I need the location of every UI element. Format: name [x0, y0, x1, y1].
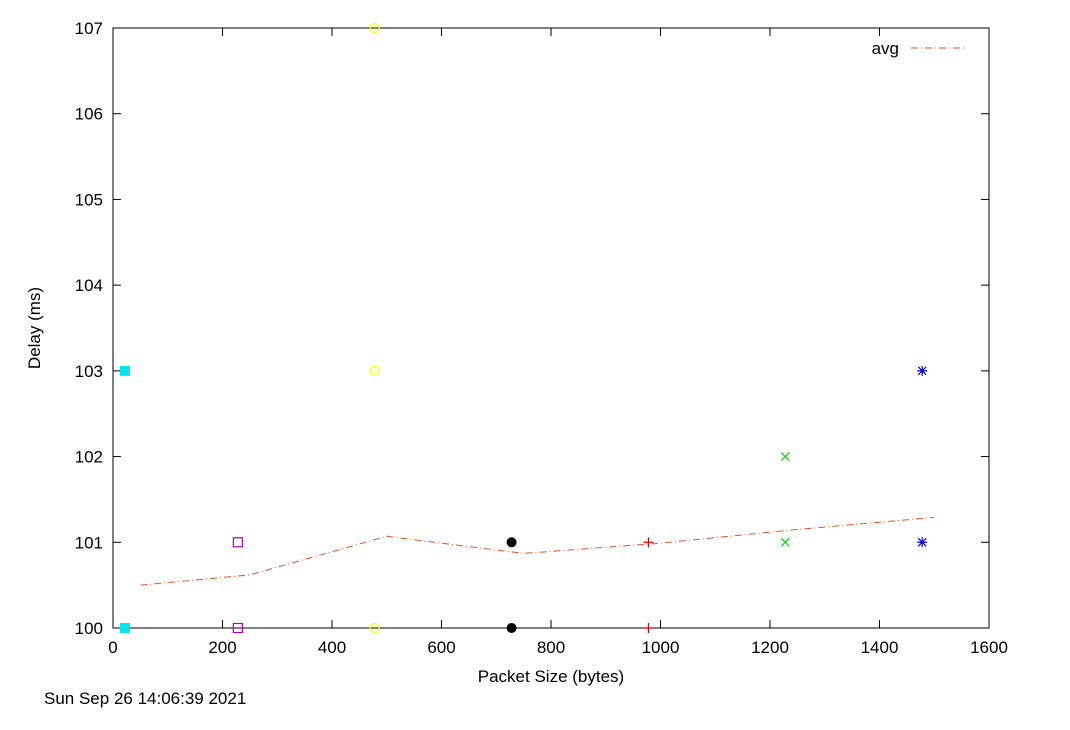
filled-square-point — [120, 365, 131, 376]
x-tick-label: 800 — [537, 638, 565, 657]
plus-point — [643, 623, 654, 633]
series-points — [643, 537, 654, 633]
star-point — [917, 537, 928, 548]
open-circle-point — [369, 365, 380, 376]
star-point — [917, 365, 928, 376]
y-tick-label: 100 — [75, 619, 103, 638]
x-tick-label: 1000 — [642, 638, 680, 657]
x-axis-title: Packet Size (bytes) — [478, 667, 624, 686]
avg-line-layer — [140, 516, 935, 586]
y-tick-label: 104 — [75, 276, 103, 295]
y-tick-label: 102 — [75, 448, 103, 467]
y-axis-title: Delay (ms) — [25, 287, 44, 369]
cross-point — [780, 537, 790, 547]
series-points — [917, 365, 928, 548]
axis-ticks: 0 200 400 600 800 1000 1200 1400 1600 100 101 102 10… — [75, 19, 1008, 657]
filled-circle-point — [506, 623, 517, 633]
plot-area-frame — [112, 27, 990, 629]
legend: avg — [872, 39, 967, 58]
series-points — [506, 537, 517, 633]
open-square-point — [232, 622, 243, 634]
cross-point — [780, 452, 790, 462]
open-circle-point — [369, 22, 380, 34]
y-tick-label: 106 — [75, 105, 103, 124]
y-tick-label: 107 — [75, 19, 103, 38]
plus-point — [643, 537, 654, 548]
series-points — [232, 537, 243, 634]
y-tick-label: 101 — [75, 533, 103, 552]
x-tick-label: 0 — [108, 638, 117, 657]
x-tick-label: 200 — [208, 638, 236, 657]
timestamp-label: Sun Sep 26 14:06:39 2021 — [44, 689, 247, 708]
y-tick-label: 105 — [75, 190, 103, 209]
filled-square-point — [120, 623, 131, 633]
legend-label: avg — [872, 39, 899, 58]
data-points-layer — [120, 22, 928, 634]
series-points — [369, 22, 380, 634]
y-tick-label: 103 — [75, 362, 103, 381]
x-tick-label: 1400 — [861, 638, 899, 657]
open-square-point — [232, 537, 243, 548]
x-tick-label: 400 — [318, 638, 346, 657]
x-tick-label: 1600 — [970, 638, 1008, 657]
avg-line — [140, 516, 935, 586]
open-circle-point — [369, 622, 380, 634]
filled-circle-point — [506, 537, 517, 548]
x-tick-label: 600 — [427, 638, 455, 657]
x-tick-label: 1200 — [751, 638, 789, 657]
series-points — [780, 452, 790, 547]
series-points — [120, 365, 131, 633]
